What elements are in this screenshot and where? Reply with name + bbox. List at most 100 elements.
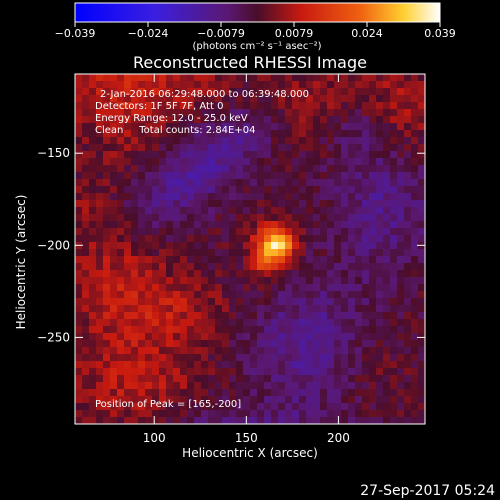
- heatmap-cell: [82, 116, 90, 124]
- heatmap-cell: [411, 242, 419, 250]
- heatmap-cell: [341, 263, 349, 271]
- heatmap-cell: [285, 326, 293, 334]
- heatmap-cell: [159, 382, 167, 390]
- heatmap-cell: [278, 214, 286, 222]
- heatmap-cell: [369, 361, 377, 369]
- heatmap-cell: [285, 123, 293, 131]
- heatmap-cell: [201, 88, 209, 96]
- heatmap-cell: [341, 144, 349, 152]
- heatmap-cell: [369, 207, 377, 215]
- heatmap-cell: [397, 249, 405, 257]
- heatmap-cell: [390, 81, 398, 89]
- heatmap-cell: [152, 368, 160, 376]
- heatmap-cell: [264, 326, 272, 334]
- heatmap-cell: [208, 200, 216, 208]
- heatmap-cell: [89, 277, 97, 285]
- heatmap-cell: [117, 200, 125, 208]
- heatmap-cell: [166, 305, 174, 313]
- heatmap-cell: [222, 256, 230, 264]
- heatmap-cell: [376, 333, 384, 341]
- heatmap-cell: [152, 123, 160, 131]
- heatmap-cell: [103, 116, 111, 124]
- heatmap-cell: [299, 102, 307, 110]
- heatmap-cell: [369, 319, 377, 327]
- heatmap-cell: [89, 249, 97, 257]
- heatmap-cell: [236, 347, 244, 355]
- heatmap-cell: [82, 305, 90, 313]
- heatmap-cell: [264, 375, 272, 383]
- heatmap-cell: [180, 347, 188, 355]
- heatmap-cell: [334, 186, 342, 194]
- heatmap-cell: [222, 200, 230, 208]
- heatmap-cell: [418, 144, 425, 152]
- heatmap-cell: [334, 242, 342, 250]
- heatmap-cell: [243, 347, 251, 355]
- heatmap-cell: [222, 165, 230, 173]
- heatmap-cell: [75, 151, 83, 159]
- heatmap-cell: [89, 116, 97, 124]
- heatmap-cell: [299, 179, 307, 187]
- heatmap-cell: [215, 284, 223, 292]
- heatmap-cell: [180, 130, 188, 138]
- heatmap-cell: [124, 130, 132, 138]
- heatmap-cell: [292, 326, 300, 334]
- heatmap-cell: [187, 165, 195, 173]
- heatmap-cell: [166, 277, 174, 285]
- heatmap-cell: [278, 354, 286, 362]
- heatmap-cell: [103, 165, 111, 173]
- heatmap-cell: [82, 277, 90, 285]
- heatmap-cell: [390, 305, 398, 313]
- heatmap-cell: [180, 403, 188, 411]
- heatmap-cell: [257, 186, 265, 194]
- heatmap-cell: [292, 263, 300, 271]
- heatmap-cell: [96, 144, 104, 152]
- heatmap-cell: [271, 256, 279, 264]
- heatmap-cell: [82, 382, 90, 390]
- heatmap-cell: [82, 340, 90, 348]
- heatmap-cell: [82, 291, 90, 299]
- heatmap-cell: [320, 403, 328, 411]
- heatmap-cell: [418, 312, 425, 320]
- heatmap-cell: [201, 158, 209, 166]
- heatmap-cell: [313, 326, 321, 334]
- heatmap-cell: [341, 403, 349, 411]
- heatmap-cell: [278, 172, 286, 180]
- colorbar-units: (photons cm⁻² s⁻¹ asec⁻²): [192, 41, 321, 52]
- heatmap-cell: [243, 158, 251, 166]
- heatmap-cell: [348, 291, 356, 299]
- heatmap-cell: [250, 319, 258, 327]
- heatmap-cell: [152, 256, 160, 264]
- heatmap-cell: [278, 95, 286, 103]
- heatmap-cell: [180, 417, 188, 424]
- heatmap-cell: [138, 207, 146, 215]
- heatmap-cell: [194, 179, 202, 187]
- heatmap-cell: [236, 193, 244, 201]
- heatmap-cell: [187, 284, 195, 292]
- heatmap-cell: [159, 228, 167, 236]
- heatmap-cell: [236, 200, 244, 208]
- heatmap-cell: [229, 347, 237, 355]
- heatmap-cell: [292, 144, 300, 152]
- heatmap-cell: [327, 158, 335, 166]
- heatmap-cell: [278, 88, 286, 96]
- heatmap-cell: [390, 200, 398, 208]
- heatmap-cell: [418, 235, 425, 243]
- heatmap-cell: [180, 88, 188, 96]
- heatmap-cell: [383, 270, 391, 278]
- heatmap-cell: [131, 179, 139, 187]
- heatmap-cell: [89, 144, 97, 152]
- heatmap-cell: [194, 375, 202, 383]
- heatmap-cell: [411, 277, 419, 285]
- heatmap-cell: [110, 396, 118, 404]
- heatmap-cell: [103, 305, 111, 313]
- heatmap-cell: [103, 347, 111, 355]
- heatmap-cell: [194, 109, 202, 117]
- heatmap-cell: [75, 200, 83, 208]
- heatmap-cell: [313, 207, 321, 215]
- heatmap-cell: [271, 333, 279, 341]
- heatmap-cell: [201, 165, 209, 173]
- heatmap-cell: [124, 270, 132, 278]
- heatmap-cell: [292, 200, 300, 208]
- heatmap-cell: [271, 291, 279, 299]
- heatmap-cell: [348, 347, 356, 355]
